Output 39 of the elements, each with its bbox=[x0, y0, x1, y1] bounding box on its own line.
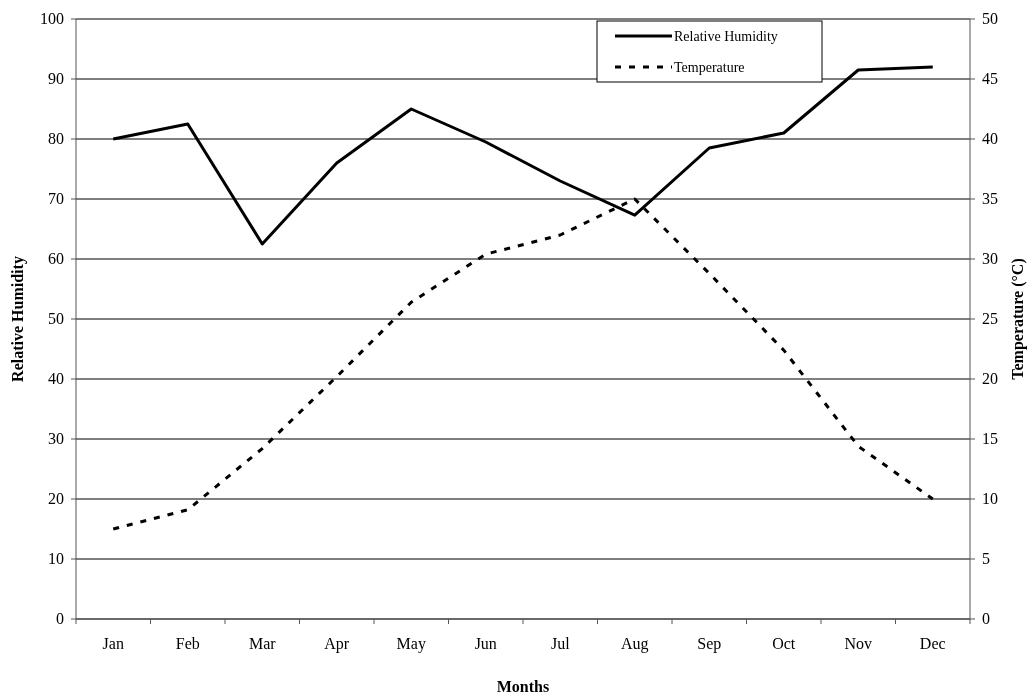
x-tick-label: Oct bbox=[772, 635, 796, 652]
y-tick-label: 60 bbox=[48, 250, 64, 267]
x-tick-label: Sep bbox=[697, 635, 722, 653]
y-tick-label: 50 bbox=[48, 310, 64, 327]
y-tick-label: 30 bbox=[48, 430, 64, 447]
y-tick-label: 90 bbox=[48, 70, 64, 87]
y2-tick-label: 0 bbox=[982, 610, 990, 627]
y2-tick-label: 40 bbox=[982, 130, 998, 147]
x-axis-title: Months bbox=[496, 678, 550, 695]
x-tick-label: Jul bbox=[550, 635, 571, 652]
x-tick-label: Dec bbox=[919, 635, 946, 652]
y2-tick-label: 15 bbox=[982, 430, 998, 447]
y2-tick-label: 35 bbox=[982, 190, 998, 207]
y-axis-title: Relative Humidity bbox=[9, 256, 27, 382]
y2-tick-label: 30 bbox=[982, 250, 998, 267]
y-tick-label: 10 bbox=[48, 550, 64, 567]
x-tick-label: Nov bbox=[844, 635, 873, 652]
y-tick-label: 80 bbox=[48, 130, 64, 147]
x-tick-label: Feb bbox=[175, 635, 200, 652]
y2-tick-label: 45 bbox=[982, 70, 998, 87]
x-tick-label: Mar bbox=[248, 635, 277, 652]
y-tick-label: 20 bbox=[48, 490, 64, 507]
y-tick-label: 100 bbox=[40, 10, 64, 27]
x-tick-label: Jun bbox=[474, 635, 497, 652]
y2-tick-label: 50 bbox=[982, 10, 998, 27]
legend-label: Relative Humidity bbox=[674, 29, 778, 44]
y-tick-label: 70 bbox=[48, 190, 64, 207]
x-tick-label: Aug bbox=[620, 635, 649, 653]
y2-tick-label: 20 bbox=[982, 370, 998, 387]
legend-label: Temperature bbox=[674, 60, 745, 75]
x-tick-label: Jan bbox=[102, 635, 124, 652]
x-tick-label: Apr bbox=[324, 635, 350, 653]
y-tick-label: 0 bbox=[56, 610, 64, 627]
x-tick-label: May bbox=[396, 635, 426, 653]
y2-axis-title: Temperature (°C) bbox=[1009, 258, 1027, 380]
y2-tick-label: 25 bbox=[982, 310, 998, 327]
y-tick-label: 40 bbox=[48, 370, 64, 387]
y2-tick-label: 5 bbox=[982, 550, 990, 567]
y2-tick-label: 10 bbox=[982, 490, 998, 507]
